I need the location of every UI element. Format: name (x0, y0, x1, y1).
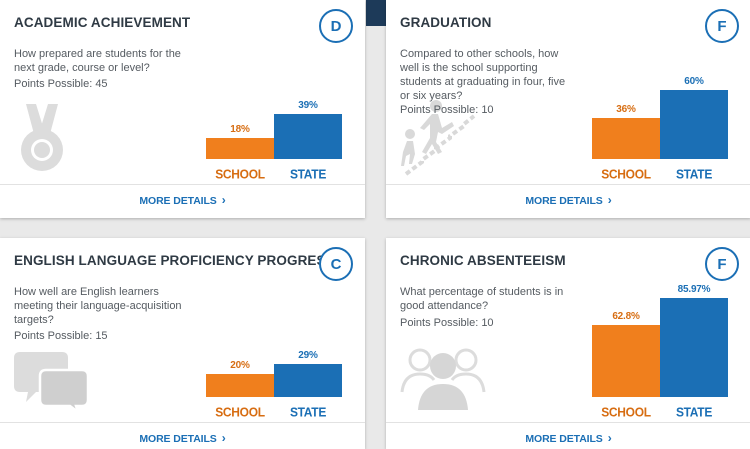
header-bar-fragment (366, 0, 386, 26)
card-question: Compared to other schools, how well is t… (400, 48, 566, 102)
card-chronic-absenteeism: CHRONIC ABSENTEEISM F What percentage of… (386, 238, 750, 449)
state-bar (660, 90, 728, 159)
card-title: ACADEMIC ACHIEVEMENT (14, 15, 191, 30)
card-graduation: GRADUATION F Compared to other schools, … (386, 0, 750, 218)
bar-chart: 18% 39% (206, 44, 342, 159)
card-title: CHRONIC ABSENTEEISM (400, 253, 566, 268)
points-possible: Points Possible: 15 (14, 330, 108, 342)
school-category-label: SCHOOL (215, 166, 265, 182)
state-category-label: STATE (289, 166, 327, 182)
school-bar (206, 138, 274, 159)
state-value-label: 85.97% (677, 284, 711, 296)
card-academic-achievement: ACADEMIC ACHIEVEMENT D How prepared are … (0, 0, 365, 218)
card-question: What percentage of students is in good a… (400, 286, 564, 312)
school-value-label: 36% (616, 103, 636, 115)
divider (386, 422, 750, 423)
grade-badge: F (705, 247, 739, 281)
school-value-label: 18% (230, 124, 250, 136)
school-bar (592, 324, 660, 397)
more-details-link[interactable]: MORE DETAILS › (0, 193, 365, 207)
points-possible: Points Possible: 10 (400, 104, 494, 116)
medal-icon (21, 104, 63, 171)
state-bar (660, 298, 728, 397)
school-category-label: SCHOOL (601, 166, 651, 182)
state-category-label: STATE (675, 404, 713, 420)
grade-badge: C (319, 247, 353, 281)
school-bar (592, 117, 660, 159)
chevron-right-icon: › (221, 431, 226, 445)
state-category-label: STATE (675, 166, 713, 182)
card-title: GRADUATION (400, 15, 492, 30)
bar-chart: 36% 60% (592, 44, 728, 159)
chevron-right-icon: › (607, 193, 612, 207)
climbing-stairs-icon (401, 100, 476, 176)
card-question: How well are English learners meeting th… (14, 286, 182, 326)
speech-bubbles-icon (14, 352, 88, 412)
chevron-right-icon: › (221, 193, 226, 207)
state-bar (274, 114, 342, 159)
state-value-label: 60% (684, 76, 704, 87)
school-value-label: 20% (230, 360, 250, 371)
more-details-link[interactable]: MORE DETAILS › (0, 431, 365, 445)
more-details-label: MORE DETAILS (139, 433, 217, 445)
school-value-label: 62.8% (612, 310, 640, 322)
state-value-label: 29% (298, 349, 318, 361)
more-details-link[interactable]: MORE DETAILS › (386, 431, 750, 445)
more-details-link[interactable]: MORE DETAILS › (386, 193, 750, 207)
state-value-label: 39% (298, 100, 318, 112)
school-bar (206, 374, 274, 397)
points-possible: Points Possible: 10 (400, 317, 494, 329)
divider (386, 184, 750, 185)
state-category-label: STATE (289, 404, 327, 420)
grade-badge: F (705, 9, 739, 43)
chevron-right-icon: › (607, 431, 612, 445)
card-english-language-proficiency: ENGLISH LANGUAGE PROFICIENCY PROGRESS C … (0, 238, 365, 449)
grade-badge: D (319, 9, 353, 43)
card-question: How prepared are students for the next g… (14, 48, 181, 74)
people-group-icon (400, 348, 486, 410)
bar-chart: 62.8% 85.97% (592, 282, 728, 397)
school-category-label: SCHOOL (601, 404, 651, 420)
state-bar (274, 363, 342, 397)
divider (0, 422, 365, 423)
more-details-label: MORE DETAILS (525, 433, 603, 445)
card-title: ENGLISH LANGUAGE PROFICIENCY PROGRESS (14, 253, 335, 268)
divider (0, 184, 365, 185)
more-details-label: MORE DETAILS (139, 195, 217, 207)
school-category-label: SCHOOL (215, 404, 265, 420)
points-possible: Points Possible: 45 (14, 78, 108, 90)
more-details-label: MORE DETAILS (525, 195, 603, 207)
bar-chart: 20% 29% (206, 282, 342, 397)
